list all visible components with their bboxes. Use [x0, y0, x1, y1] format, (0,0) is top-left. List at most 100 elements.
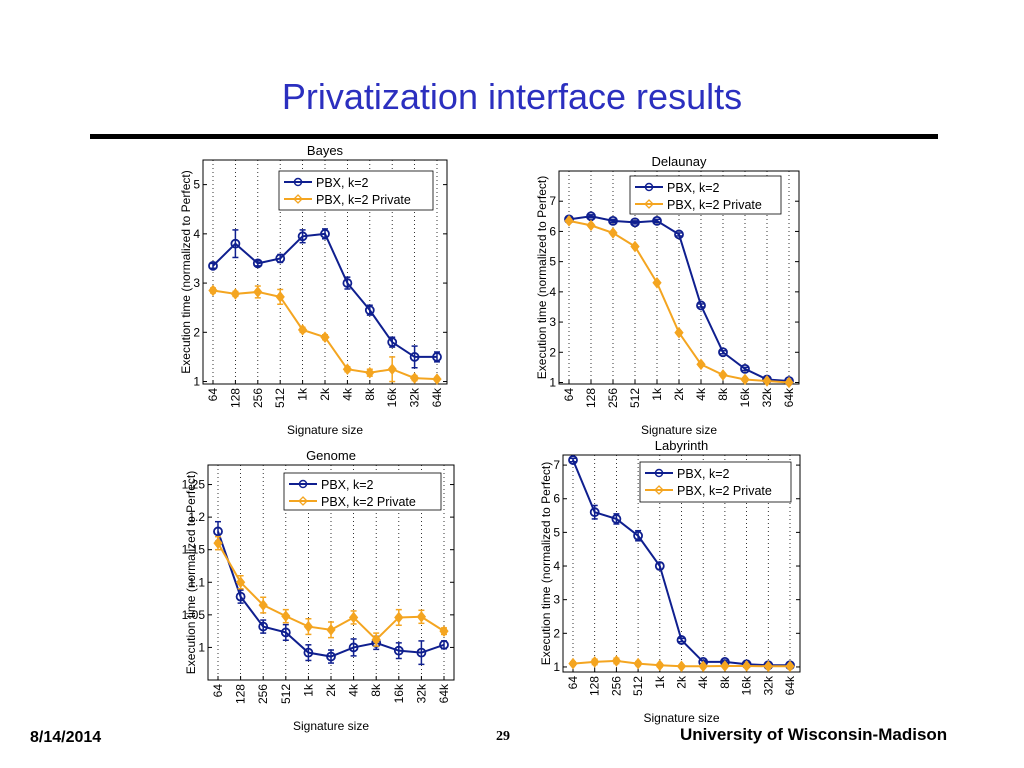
x-tick-label: 32k	[760, 387, 774, 407]
legend-marker	[293, 177, 303, 187]
y-tick-label: 7	[553, 458, 560, 472]
data-point	[409, 372, 420, 384]
data-point	[740, 363, 750, 374]
x-tick-label: 128	[228, 388, 242, 408]
data-point	[654, 561, 665, 571]
data-point	[698, 660, 708, 673]
x-tick-label: 64k	[782, 387, 796, 407]
x-tick-label: 128	[234, 684, 248, 704]
x-tick-label: 512	[279, 684, 293, 704]
data-point	[253, 286, 263, 298]
x-tick-label: 512	[631, 676, 645, 696]
data-point	[235, 576, 246, 589]
data-point	[590, 656, 600, 668]
data-point	[696, 300, 706, 311]
y-tick-label: 1.05	[182, 608, 206, 622]
data-point	[655, 659, 665, 672]
data-point	[676, 635, 687, 645]
data-point	[718, 347, 728, 358]
chart-title: Genome	[306, 448, 356, 463]
data-point	[326, 624, 336, 636]
data-point	[213, 526, 223, 537]
y-tick-label: 3	[193, 276, 200, 290]
data-point	[674, 326, 684, 339]
y-tick-label: 3	[549, 315, 556, 329]
data-point	[432, 373, 442, 385]
y-tick-label: 2	[193, 325, 200, 339]
x-tick-label: 4k	[696, 675, 710, 689]
x-tick-label: 16k	[738, 387, 752, 407]
data-point	[608, 227, 618, 239]
data-point	[303, 647, 314, 658]
data-point	[387, 363, 397, 376]
x-tick-label: 64k	[437, 683, 451, 703]
data-point	[611, 655, 622, 667]
x-axis-label: Signature size	[293, 719, 369, 733]
y-tick-label: 5	[553, 525, 560, 539]
legend-marker	[298, 479, 308, 489]
data-point	[364, 305, 375, 316]
data-point	[213, 537, 223, 549]
y-tick-label: 2	[549, 345, 556, 359]
data-point	[258, 621, 269, 632]
x-tick-label: 8k	[363, 387, 377, 401]
x-tick-label: 8k	[718, 675, 732, 689]
chart-title: Bayes	[307, 143, 344, 158]
legend-label: PBX, k=2 Private	[316, 193, 411, 207]
y-tick-label: 3	[553, 593, 560, 607]
data-point	[718, 369, 728, 381]
data-point	[275, 253, 286, 264]
y-tick-label: 1.25	[182, 478, 206, 492]
chart-panel-delaunay: Delaunay 1 2 3 4 5 6 7 64 128 256 512 1k 2k 4k 8k 16k 32k…	[535, 154, 800, 437]
x-tick-label: 32k	[761, 675, 775, 695]
data-point	[608, 215, 618, 226]
chart-legend: PBX, k=2 PBX, k=2 Private	[629, 175, 782, 215]
y-axis-label: Execution time (normalized to Perfect)	[535, 176, 549, 379]
x-tick-label: 128	[588, 676, 602, 696]
footer-date: 8/14/2014	[30, 729, 102, 746]
y-tick-label: 5	[549, 255, 556, 269]
data-point	[320, 331, 330, 344]
chart-title: Delaunay	[652, 154, 707, 169]
data-point	[258, 599, 268, 611]
title-divider	[90, 134, 938, 139]
legend-marker	[644, 182, 654, 192]
data-point	[633, 657, 643, 670]
data-point	[303, 620, 314, 633]
x-tick-label: 64	[211, 684, 225, 698]
legend-label: PBX, k=2	[667, 181, 720, 195]
data-point	[720, 660, 730, 672]
x-tick-label: 4k	[694, 387, 708, 401]
x-tick-label: 1k	[653, 675, 667, 689]
x-tick-label: 64k	[430, 387, 444, 407]
data-point	[365, 366, 375, 379]
legend-box	[278, 170, 434, 211]
x-tick-label: 16k	[392, 683, 406, 703]
legend-marker	[298, 496, 308, 506]
data-point	[589, 507, 600, 518]
data-point	[652, 215, 662, 226]
data-point	[611, 514, 622, 524]
x-tick-label: 4k	[340, 387, 354, 401]
data-point	[208, 284, 218, 297]
y-tick-label: 1.15	[182, 543, 206, 557]
x-tick-label: 4k	[347, 683, 361, 697]
chart-legend: PBX, k=2 PBX, k=2 Private	[639, 461, 792, 503]
legend-marker	[654, 468, 664, 478]
legend-box	[629, 175, 782, 215]
data-point	[326, 651, 336, 662]
x-tick-label: 256	[251, 388, 265, 408]
data-point	[652, 276, 662, 289]
y-tick-label: 4	[193, 227, 200, 241]
data-point	[416, 647, 427, 658]
data-point	[568, 455, 578, 465]
legend-marker	[654, 485, 664, 495]
x-tick-label: 1k	[650, 387, 664, 401]
y-tick-label: 2	[553, 626, 560, 640]
x-tick-label: 2k	[675, 675, 689, 689]
legend-marker	[293, 194, 303, 204]
series-line	[568, 215, 790, 382]
y-tick-label: 5	[193, 178, 200, 192]
data-point	[784, 376, 794, 389]
x-tick-label: 16k	[385, 387, 399, 407]
